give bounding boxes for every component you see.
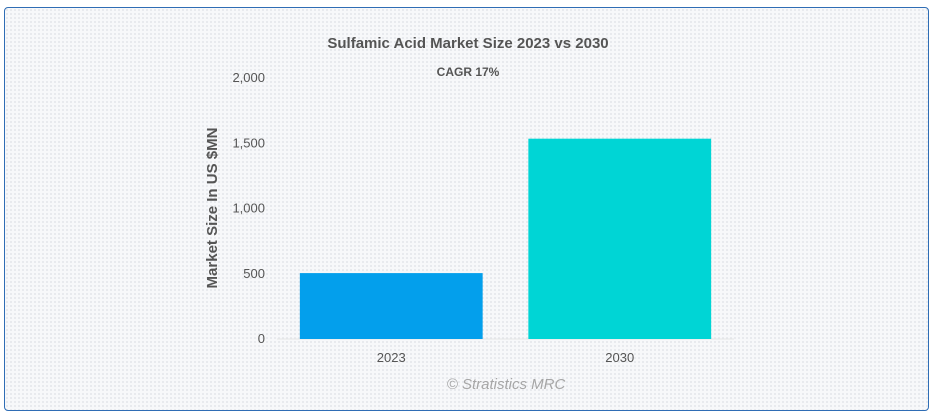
bars xyxy=(299,138,712,339)
chart-card xyxy=(4,7,929,411)
chart-title: Sulfamic Acid Market Size 2023 vs 2030 xyxy=(327,35,608,52)
y-tick-label: 0 xyxy=(258,331,265,346)
bar-2030 xyxy=(528,138,712,339)
y-axis-ticks: 0 500 1,000 1,500 2,000 xyxy=(232,70,265,346)
y-tick-label: 500 xyxy=(243,266,265,281)
x-tick-label: 2023 xyxy=(377,350,406,365)
chart-subtitle: CAGR 17% xyxy=(437,65,500,79)
x-axis-ticks: 2023 2030 xyxy=(377,350,634,365)
bar-2023 xyxy=(299,273,483,339)
y-tick-label: 2,000 xyxy=(232,70,265,85)
y-axis-label: Market Size In US $MN xyxy=(204,128,221,289)
y-tick-label: 1,000 xyxy=(232,201,265,216)
credit-watermark: © Stratistics MRC xyxy=(447,376,566,393)
y-tick-label: 1,500 xyxy=(232,135,265,150)
x-tick-label: 2030 xyxy=(605,350,634,365)
